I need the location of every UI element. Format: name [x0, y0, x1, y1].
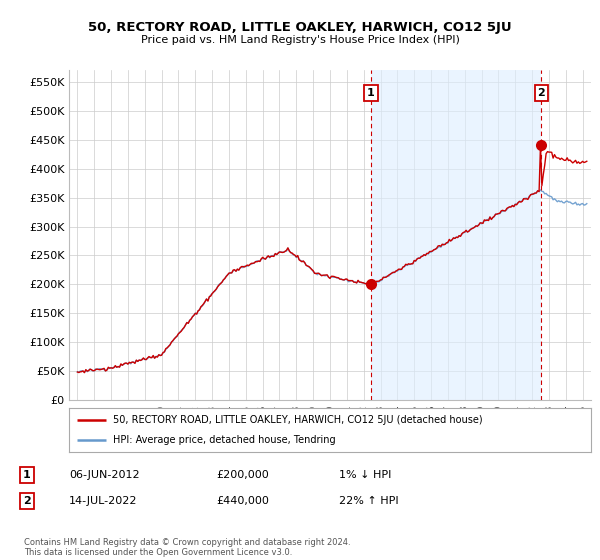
Text: 1: 1	[23, 470, 31, 480]
Text: 50, RECTORY ROAD, LITTLE OAKLEY, HARWICH, CO12 5JU (detached house): 50, RECTORY ROAD, LITTLE OAKLEY, HARWICH…	[113, 415, 483, 425]
Text: 1% ↓ HPI: 1% ↓ HPI	[339, 470, 391, 480]
Text: 1: 1	[367, 88, 375, 98]
Bar	[371, 70, 541, 400]
Text: 14-JUL-2022: 14-JUL-2022	[69, 496, 137, 506]
Text: £200,000: £200,000	[216, 470, 269, 480]
Text: 2: 2	[537, 88, 545, 98]
Text: HPI: Average price, detached house, Tendring: HPI: Average price, detached house, Tend…	[113, 435, 336, 445]
Text: 2: 2	[23, 496, 31, 506]
Text: Price paid vs. HM Land Registry's House Price Index (HPI): Price paid vs. HM Land Registry's House …	[140, 35, 460, 45]
Text: 50, RECTORY ROAD, LITTLE OAKLEY, HARWICH, CO12 5JU: 50, RECTORY ROAD, LITTLE OAKLEY, HARWICH…	[88, 21, 512, 34]
Text: 22% ↑ HPI: 22% ↑ HPI	[339, 496, 398, 506]
Text: £440,000: £440,000	[216, 496, 269, 506]
Text: 06-JUN-2012: 06-JUN-2012	[69, 470, 140, 480]
Text: Contains HM Land Registry data © Crown copyright and database right 2024.
This d: Contains HM Land Registry data © Crown c…	[24, 538, 350, 557]
